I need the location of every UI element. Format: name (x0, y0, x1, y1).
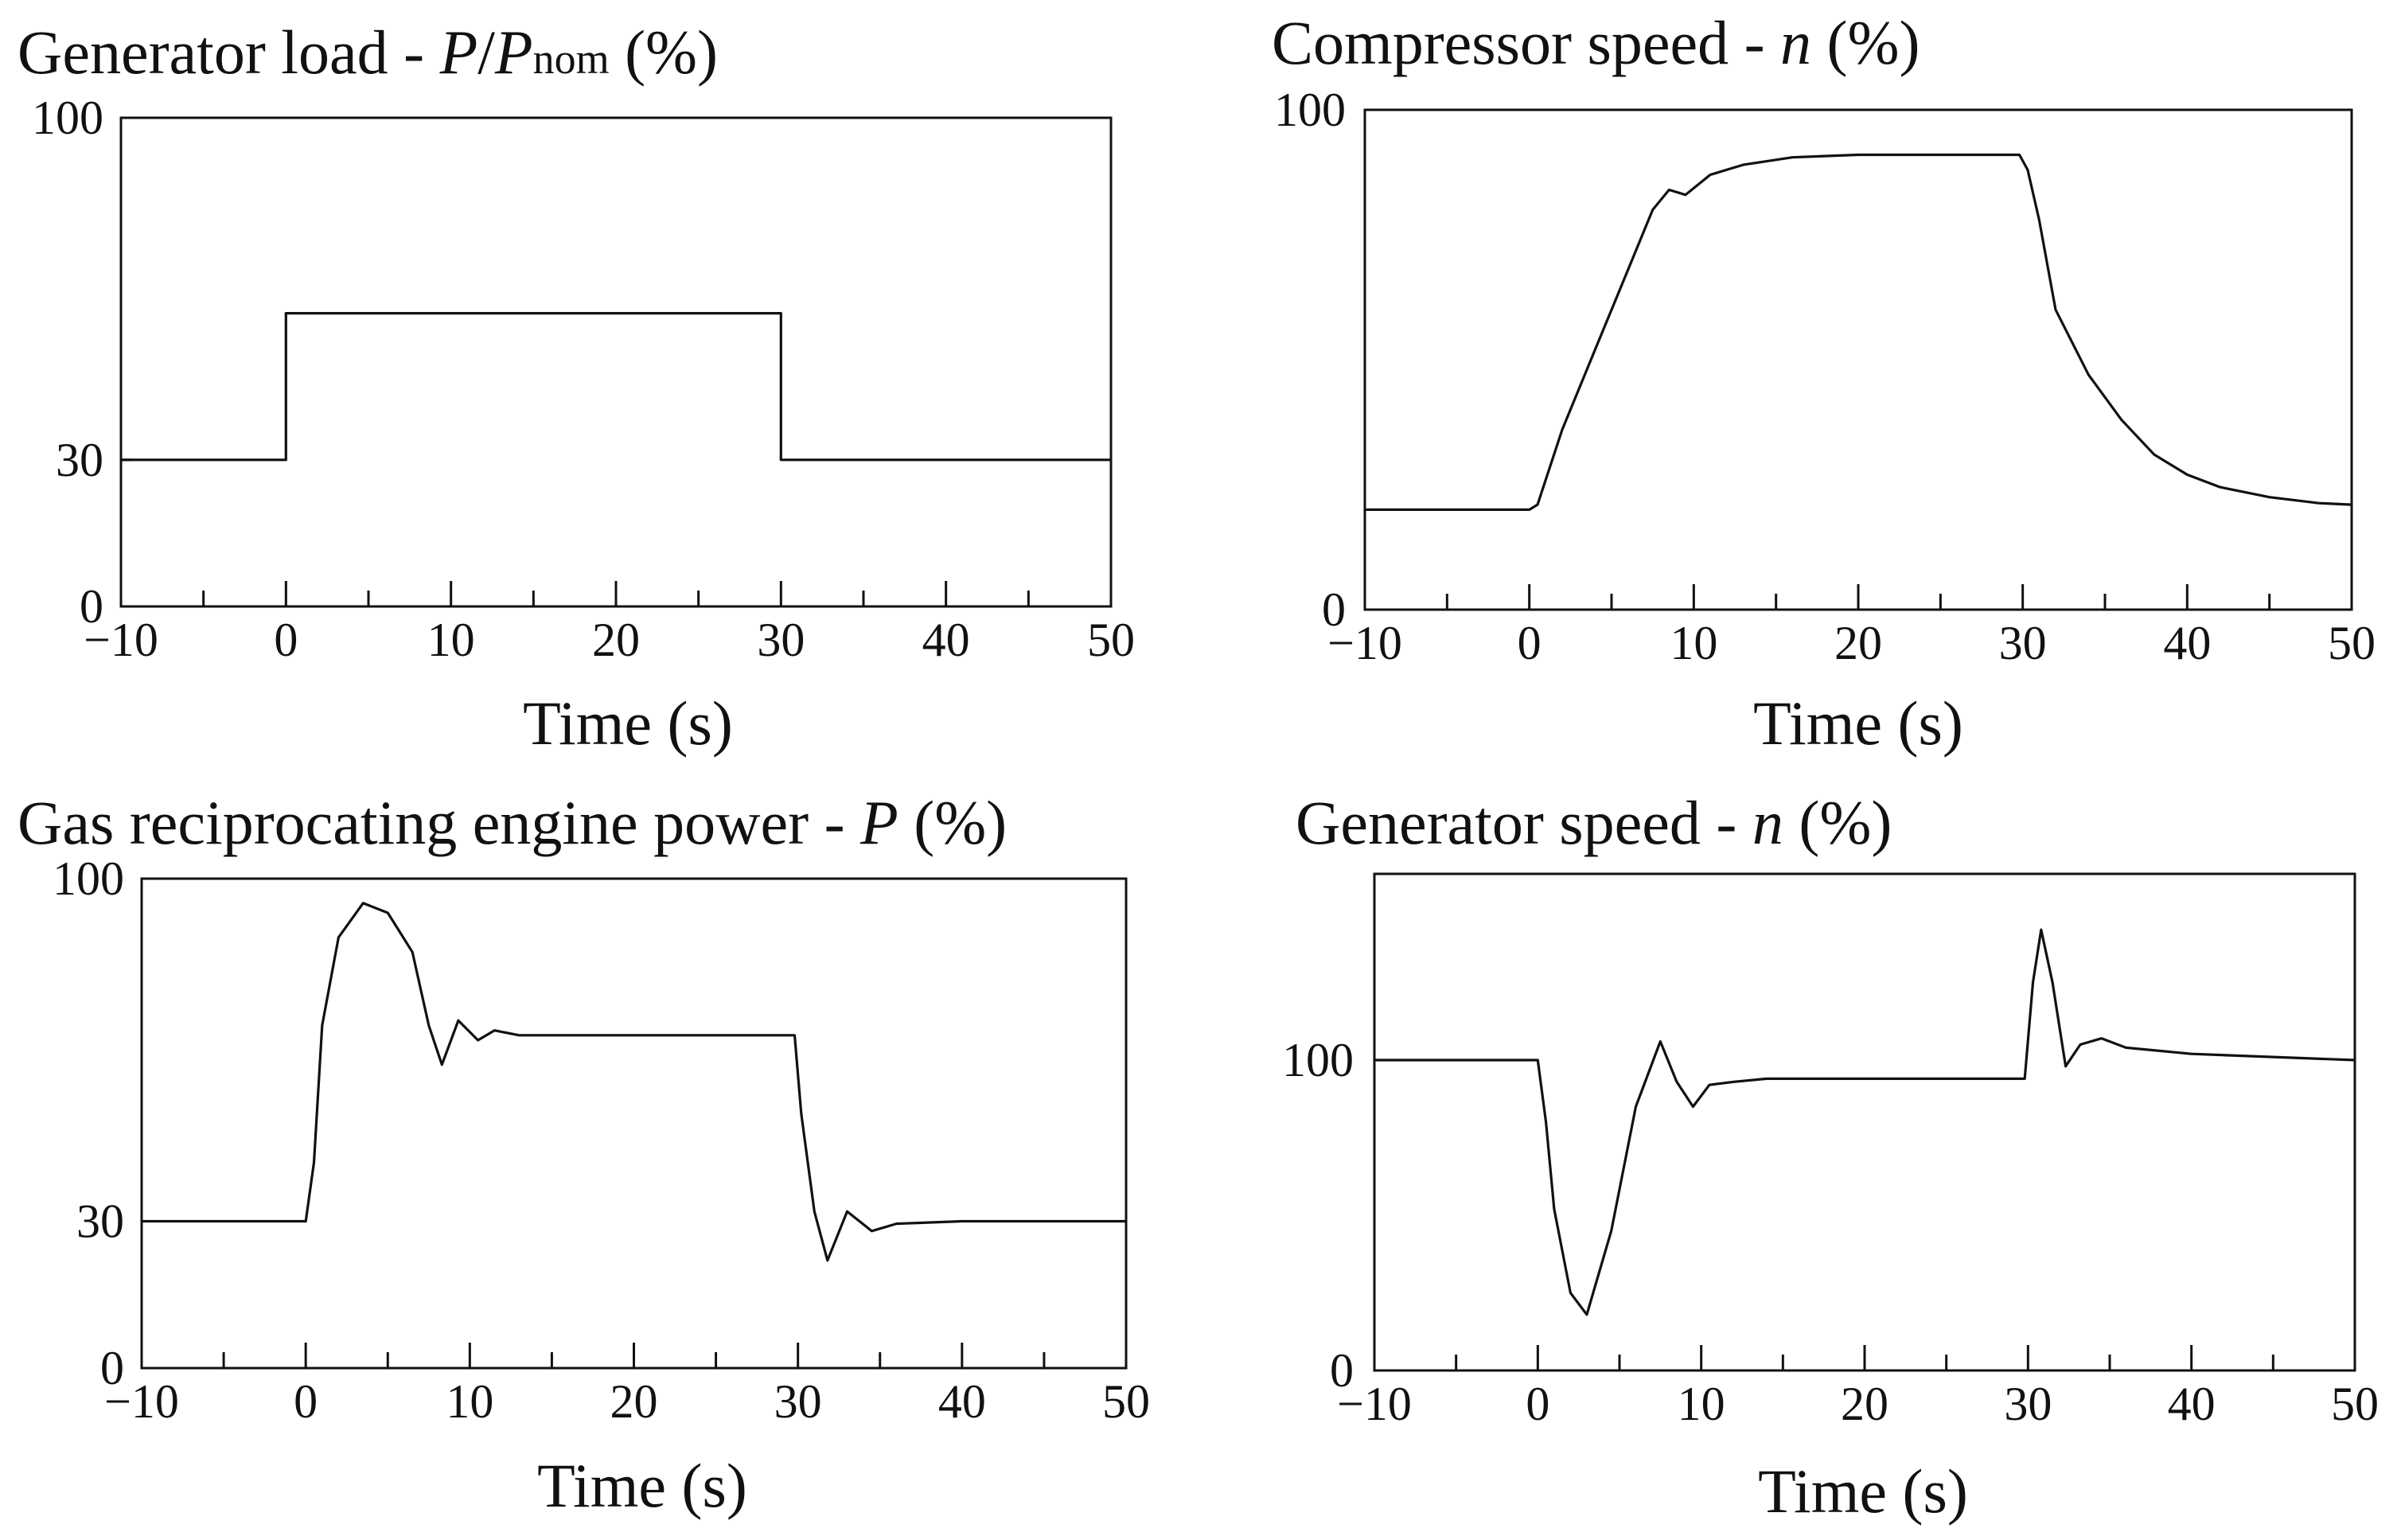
x-tick-label: 50 (2331, 1378, 2379, 1430)
y-tick-label: 100 (32, 92, 103, 144)
y-tick-label: 100 (1282, 1034, 1354, 1086)
x-tick-label: 10 (1678, 1378, 1725, 1430)
panel-generator-speed: Generator speed - n (%) −10 0 10 20 30 40 50 0… (1282, 788, 2379, 1526)
y-tick-label: 30 (76, 1195, 124, 1248)
x-tick-label: 0 (1518, 617, 1542, 669)
x-tick-label: 0 (1526, 1378, 1549, 1430)
x-tick-label: 40 (938, 1375, 986, 1428)
x-axis-label: Time (s) (523, 688, 733, 758)
y-tick-label: 0 (1330, 1344, 1354, 1397)
x-axis-label: Time (s) (1758, 1456, 1968, 1526)
y-tick-labels: 0 30 100 (32, 92, 103, 633)
series-line-compressor-speed (1363, 153, 2353, 512)
x-tick-label: 40 (2163, 617, 2211, 669)
x-tick-labels: −10 0 10 20 30 40 50 (1337, 1378, 2379, 1430)
x-tick-label: 50 (1087, 614, 1135, 666)
x-tick-label: 0 (294, 1375, 318, 1428)
panel-generator-load: Generator load - P/Pnom (%) −10 0 10 20 30 40… (18, 18, 1135, 758)
plot-frame (1363, 108, 2353, 611)
x-tick-labels: −10 0 10 20 30 40 50 (104, 1375, 1150, 1428)
y-tick-label: 100 (53, 852, 124, 905)
x-ticks (202, 581, 1030, 606)
plot-frame (1373, 872, 2356, 1372)
x-tick-labels: −10 0 10 20 30 40 50 (84, 614, 1135, 666)
x-tick-label: 10 (1670, 617, 1717, 669)
x-ticks (222, 1343, 1046, 1368)
series-line-engine-power (140, 902, 1128, 1262)
x-tick-label: 40 (922, 614, 970, 666)
y-tick-label: 0 (100, 1342, 124, 1394)
chart-title: Generator load - P/Pnom (%) (18, 18, 718, 87)
y-tick-label: 100 (1274, 84, 1346, 136)
x-tick-label: −10 (1327, 617, 1402, 669)
x-axis-label: Time (s) (1753, 688, 1963, 758)
chart-title: Gas reciprocating engine power - P (%) (18, 788, 1007, 857)
panel-compressor-speed: Compressor speed - n (%) −10 0 10 20 30 40 50 … (1272, 8, 2376, 758)
series-line-generator-load (119, 312, 1113, 462)
y-tick-labels: 0 100 (1274, 84, 1346, 636)
x-tick-label: 30 (757, 614, 805, 666)
x-tick-label: 10 (427, 614, 475, 666)
x-tick-label: 30 (2004, 1378, 2052, 1430)
x-tick-label: 20 (1841, 1378, 1888, 1430)
chart-title: Generator speed - n (%) (1296, 788, 1892, 857)
x-tick-label: 20 (592, 614, 640, 666)
x-tick-label: −10 (104, 1375, 179, 1428)
x-tick-label: 20 (610, 1375, 658, 1428)
chart-title: Compressor speed - n (%) (1272, 8, 1920, 77)
x-tick-label: 50 (2328, 617, 2376, 669)
x-tick-label: 10 (446, 1375, 493, 1428)
y-tick-labels: 0 30 100 (53, 852, 124, 1394)
x-tick-label: 30 (774, 1375, 822, 1428)
plot-frame (119, 116, 1113, 608)
series-line-generator-speed (1373, 928, 2356, 1316)
x-tick-label: −10 (1337, 1378, 1412, 1430)
x-tick-label: −10 (84, 614, 158, 666)
x-ticks (1445, 584, 2271, 610)
x-ticks (1455, 1345, 2274, 1370)
x-tick-label: 40 (2168, 1378, 2216, 1430)
x-axis-label: Time (s) (537, 1451, 747, 1520)
y-tick-label: 0 (1322, 583, 1346, 636)
panel-engine-power: Gas reciprocating engine power - P (%) −… (18, 788, 1150, 1520)
x-tick-label: 30 (1999, 617, 2047, 669)
x-tick-label: 20 (1834, 617, 1882, 669)
y-tick-labels: 0 100 (1282, 1034, 1354, 1397)
y-tick-label: 30 (56, 434, 103, 486)
x-tick-label: 0 (274, 614, 298, 666)
x-tick-labels: −10 0 10 20 30 40 50 (1327, 617, 2376, 669)
plot-frame (140, 877, 1128, 1370)
y-tick-label: 0 (80, 580, 103, 633)
x-tick-label: 50 (1102, 1375, 1150, 1428)
